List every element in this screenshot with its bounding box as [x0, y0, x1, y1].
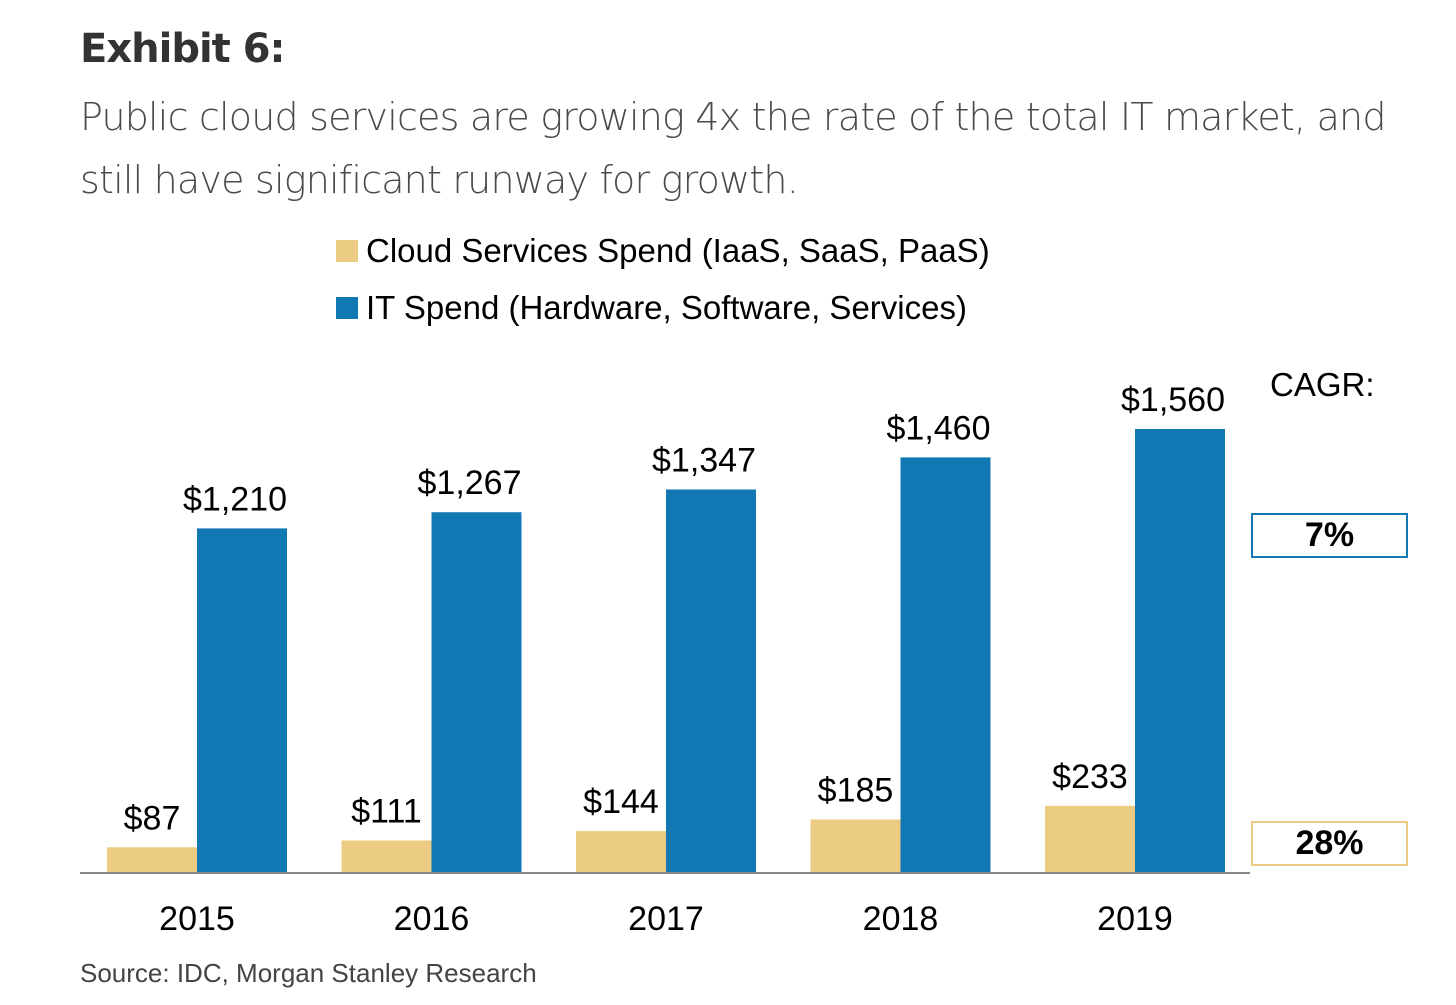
- it-bar-2017: [666, 489, 756, 872]
- cagr-cloud-box: 28%: [1251, 821, 1408, 866]
- x-tick-label-2015: 2015: [159, 900, 235, 938]
- cloud-bar-2016: [341, 840, 432, 872]
- x-tick-label-2018: 2018: [863, 900, 939, 938]
- x-tick-label-2016: 2016: [394, 900, 470, 938]
- it-value-label-2018: $1,460: [887, 409, 991, 447]
- cloud-value-label-2018: $185: [818, 771, 894, 809]
- legend-swatch-it: [336, 296, 358, 319]
- it-bar-2018: [900, 457, 991, 872]
- x-tick-label-2019: 2019: [1097, 900, 1173, 938]
- legend-item-cloud: Cloud Services Spend (IaaS, SaaS, PaaS): [336, 222, 990, 279]
- cloud-bar-2015: [107, 847, 197, 872]
- cagr-it-box: 7%: [1251, 513, 1408, 558]
- legend-label-it: IT Spend (Hardware, Software, Services): [366, 288, 967, 326]
- legend-swatch-cloud: [336, 239, 358, 262]
- cloud-bar-2017: [576, 831, 666, 872]
- cloud-bar-2019: [1045, 805, 1135, 872]
- legend-label-cloud: Cloud Services Spend (IaaS, SaaS, PaaS): [366, 231, 990, 269]
- it-bar-2015: [197, 528, 287, 872]
- cloud-value-label-2019: $233: [1052, 758, 1128, 796]
- it-value-label-2019: $1,560: [1121, 381, 1225, 419]
- cloud-value-label-2015: $87: [124, 799, 181, 837]
- x-tick-label-2017: 2017: [628, 900, 704, 938]
- it-bar-2019: [1135, 429, 1225, 872]
- source-note: Source: IDC, Morgan Stanley Research: [80, 958, 537, 988]
- exhibit-label: Exhibit 6:: [80, 26, 286, 72]
- cagr-title: CAGR:: [1270, 366, 1375, 403]
- cloud-value-label-2017: $144: [583, 783, 659, 821]
- cloud-bar-2018: [810, 819, 901, 872]
- it-value-label-2015: $1,210: [183, 480, 287, 518]
- it-value-label-2017: $1,347: [652, 441, 756, 479]
- chart-subtitle: Public cloud services are growing 4x the…: [80, 95, 1386, 202]
- cloud-value-label-2016: $111: [351, 792, 422, 830]
- it-value-label-2016: $1,267: [418, 464, 522, 502]
- legend: Cloud Services Spend (IaaS, SaaS, PaaS) …: [336, 222, 990, 336]
- legend-item-it: IT Spend (Hardware, Software, Services): [336, 279, 990, 336]
- it-bar-2016: [431, 512, 522, 872]
